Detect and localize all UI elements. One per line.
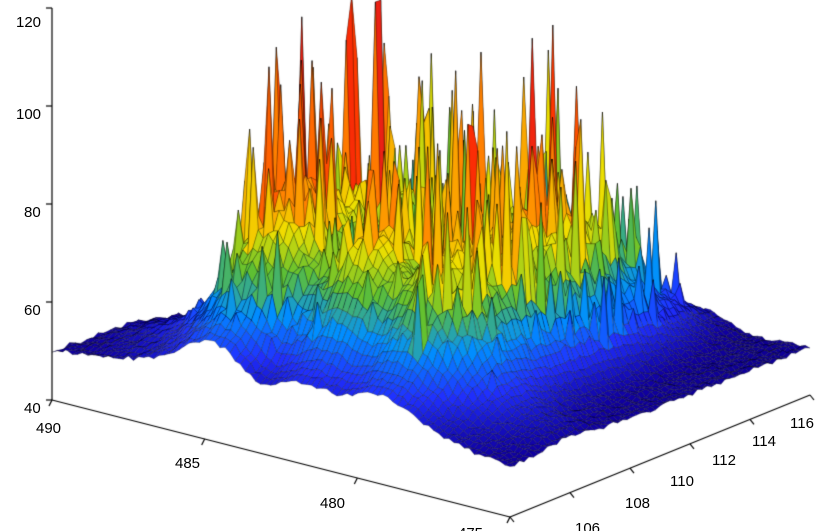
x-tick-label: 480 bbox=[320, 495, 345, 512]
y-tick-label: 106 bbox=[575, 520, 600, 531]
y-tick-label: 112 bbox=[712, 452, 736, 469]
y-tick-label: 110 bbox=[670, 473, 694, 490]
z-tick-label: 80 bbox=[24, 204, 41, 221]
y-tick-label: 116 bbox=[790, 415, 814, 432]
x-tick-label: 475 bbox=[458, 525, 483, 531]
y-tick-label: 108 bbox=[625, 495, 650, 512]
x-tick-label: 490 bbox=[36, 420, 61, 437]
y-tick-label: 114 bbox=[752, 433, 776, 450]
z-tick-label: 120 bbox=[16, 14, 41, 31]
z-tick-label: 60 bbox=[24, 302, 41, 319]
x-tick-label: 485 bbox=[175, 455, 200, 472]
z-tick-label: 100 bbox=[16, 106, 41, 123]
surface-canvas bbox=[0, 0, 831, 531]
surface-plot-3d: 40 60 80 100 120 490 485 480 475 106 108 110 112 114 1… bbox=[0, 0, 831, 531]
z-tick-label: 40 bbox=[24, 400, 41, 417]
